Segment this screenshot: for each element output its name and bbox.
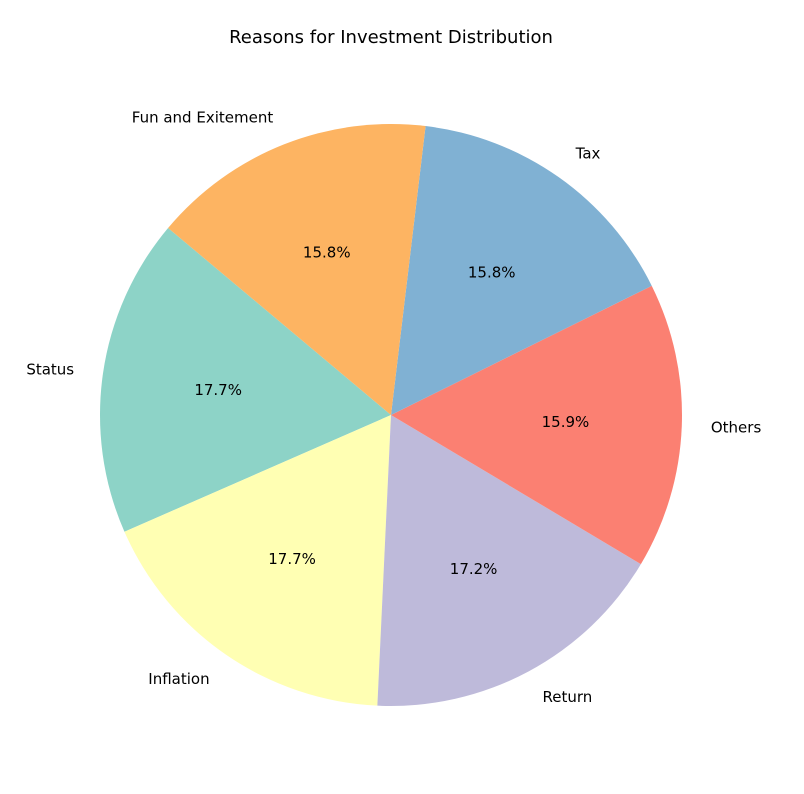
percent-label-status: 17.7% xyxy=(194,381,242,399)
pie-slice-status xyxy=(99,227,392,532)
slice-label-others: Others xyxy=(711,419,762,437)
percent-label-inflation: 17.7% xyxy=(268,550,316,568)
slice-label-inflation: Inflation xyxy=(148,670,209,688)
pie-slice-tax xyxy=(391,126,652,415)
pie-labels: Status 17.7% Inflation 17.7% Return 17.2% Othe… xyxy=(26,108,761,706)
pie-slice-others xyxy=(391,285,683,565)
pie-slice-fun-and-exitement xyxy=(168,123,426,416)
percent-label-tax: 15.8% xyxy=(468,263,516,281)
percent-label-fun-and-exitement: 15.8% xyxy=(303,244,351,262)
chart-title: Reasons for Investment Distribution xyxy=(229,27,553,48)
slice-label-tax: Tax xyxy=(575,145,601,163)
pie-slice-return xyxy=(377,415,641,706)
pie-slices xyxy=(99,123,683,706)
slice-label-return: Return xyxy=(542,688,592,706)
percent-label-others: 15.9% xyxy=(542,413,590,431)
slice-label-fun-and-exitement: Fun and Exitement xyxy=(132,108,274,126)
slice-label-status: Status xyxy=(26,361,74,379)
percent-label-return: 17.2% xyxy=(450,560,498,578)
pie-slice-inflation xyxy=(124,415,391,706)
